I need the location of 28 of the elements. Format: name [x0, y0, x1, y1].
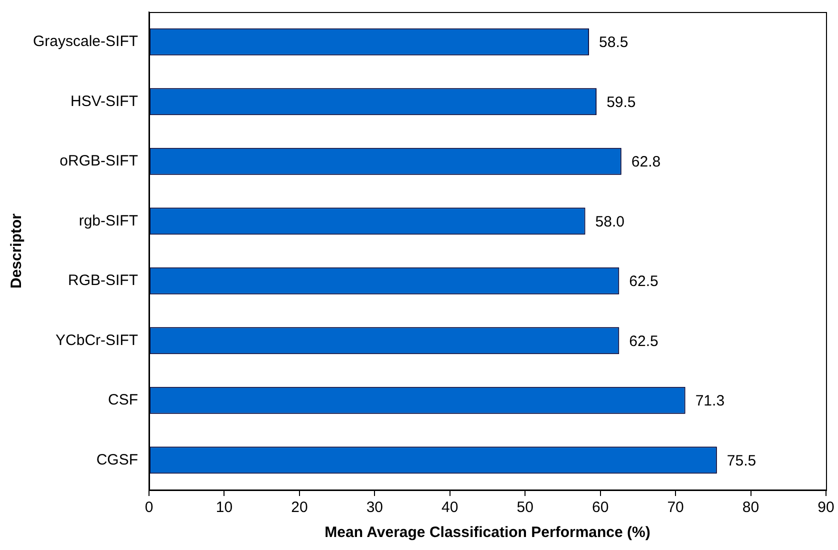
- data-label: 62.5: [629, 273, 658, 290]
- data-label: 62.5: [629, 332, 658, 350]
- y-tick-label: CGSF: [96, 451, 138, 468]
- data-label: 58.0: [595, 213, 624, 230]
- data-label: 71.3: [695, 392, 725, 410]
- x-tick-label: 20: [291, 499, 308, 516]
- x-tick-label: 90: [818, 499, 834, 516]
- y-tick-label: oRGB-SIFT: [60, 152, 138, 170]
- y-tick-label: RGB-SIFT: [68, 272, 138, 290]
- data-label: 75.5: [726, 452, 756, 470]
- x-tick-label: 50: [516, 499, 534, 516]
- data-label: 58.5: [599, 34, 628, 52]
- x-tick-label: 10: [216, 499, 233, 516]
- x-tick-label: 0: [144, 499, 154, 516]
- x-tick-label: 60: [592, 499, 609, 516]
- x-axis-title: Mean Average Classification Performance (%): [324, 524, 650, 542]
- y-axis-title: Descriptor: [8, 213, 26, 289]
- x-tick-label: 40: [442, 499, 458, 516]
- data-label: 59.5: [606, 94, 636, 111]
- x-tick-label: 30: [366, 499, 384, 516]
- y-tick-label: CSF: [108, 392, 138, 409]
- y-tick-label: HSV-SIFT: [70, 92, 138, 110]
- y-tick-label: Grayscale-SIFT: [33, 33, 138, 50]
- x-tick-label: 70: [667, 499, 684, 516]
- data-label: 62.8: [631, 154, 661, 171]
- x-tick-label: 80: [742, 499, 760, 516]
- y-tick-label: YCbCr-SIFT: [56, 332, 138, 349]
- y-tick-label: rgb-SIFT: [78, 212, 138, 230]
